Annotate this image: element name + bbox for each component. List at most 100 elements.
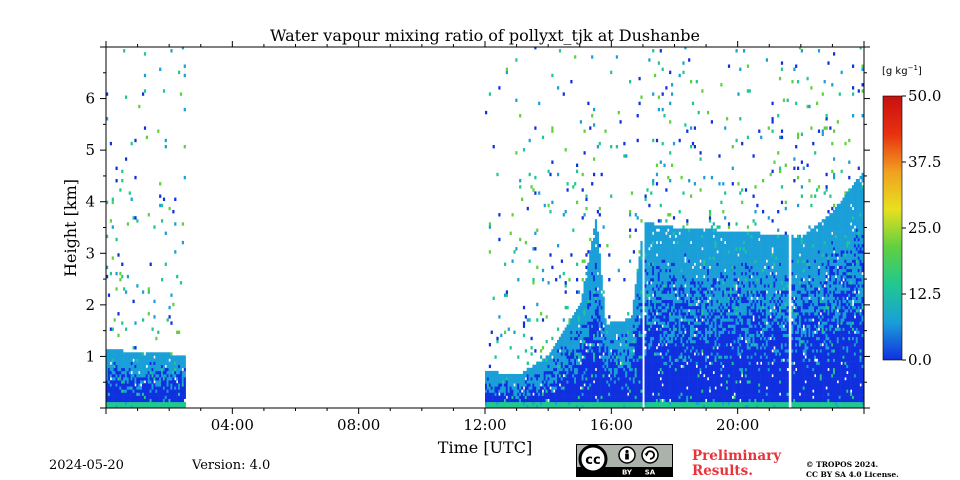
heatmap-cell: [688, 259, 691, 263]
heatmap-cell: [596, 330, 599, 334]
heatmap-cell: [598, 213, 601, 217]
heatmap-cell: [686, 129, 689, 133]
heatmap-cell: [695, 315, 698, 319]
heatmap-cell: [678, 293, 681, 297]
heatmap-cell: [657, 336, 660, 341]
heatmap-cell: [570, 377, 573, 381]
heatmap-cell: [697, 262, 700, 266]
heatmap-cell: [644, 234, 647, 239]
heatmap-cell: [652, 299, 655, 304]
heatmap-cell: [161, 380, 164, 384]
heatmap-cell: [107, 364, 111, 369]
heatmap-cell: [162, 383, 166, 387]
heatmap-cell: [541, 135, 545, 140]
heatmap-cell: [109, 398, 112, 403]
heatmap-cell: [587, 309, 590, 313]
heatmap-cell: [678, 361, 681, 365]
heatmap-cell: [598, 383, 601, 387]
heatmap-cell: [684, 305, 687, 310]
heatmap-cell: [669, 315, 672, 319]
heatmap-cell: [593, 244, 596, 248]
heatmap-cell: [657, 315, 660, 319]
heatmap-cell: [128, 355, 131, 359]
heatmap-cell: [534, 370, 537, 375]
heatmap-cell: [119, 349, 122, 353]
heatmap-cell: [650, 395, 653, 399]
heatmap-cell: [596, 352, 599, 356]
heatmap-cell: [691, 318, 695, 322]
heatmap-cell: [587, 302, 590, 307]
heatmap-cell: [558, 401, 562, 406]
heatmap-cell: [604, 324, 607, 328]
heatmap-cell: [625, 154, 628, 158]
heatmap-cell: [115, 358, 118, 362]
heatmap-cell: [650, 247, 653, 251]
heatmap-cell: [638, 256, 641, 260]
heatmap-cell: [627, 401, 630, 406]
heatmap-cell: [596, 383, 599, 387]
heatmap-cell: [676, 352, 679, 356]
heatmap-cell: [676, 386, 679, 390]
heatmap-cell: [568, 364, 571, 369]
heatmap-cell: [164, 386, 167, 390]
heatmap-cell: [671, 370, 674, 375]
heatmap-cell: [576, 349, 579, 353]
heatmap-cell: [632, 392, 635, 396]
heatmap-cell: [178, 380, 181, 384]
heatmap-cell: [665, 240, 668, 245]
heatmap-cell: [693, 228, 696, 232]
heatmap-cell: [693, 145, 696, 149]
heatmap-cell: [574, 367, 577, 372]
heatmap-cell: [667, 281, 670, 285]
heatmap-cell: [644, 324, 647, 328]
heatmap-cell: [606, 330, 609, 334]
heatmap-cell: [166, 364, 169, 369]
heatmap-cell: [551, 383, 554, 387]
heatmap-cell: [126, 380, 129, 384]
heatmap-cell: [176, 367, 179, 372]
heatmap-cell: [606, 339, 609, 344]
heatmap-cell: [596, 355, 599, 359]
heatmap-cell: [532, 398, 535, 403]
heatmap-cell: [667, 293, 670, 297]
heatmap-cell: [682, 370, 685, 375]
heatmap-cell: [178, 398, 181, 403]
heatmap-cell: [598, 333, 601, 338]
heatmap-cell: [644, 265, 647, 270]
heatmap-cell: [667, 268, 670, 273]
heatmap-cell: [640, 265, 643, 270]
heatmap-cell: [490, 404, 493, 408]
heatmap-cell: [703, 343, 706, 347]
heatmap-cell: [155, 361, 158, 365]
heatmap-cell: [695, 367, 698, 372]
heatmap-cell: [686, 392, 689, 396]
heatmap-cell: [644, 262, 647, 266]
heatmap-cell: [486, 389, 490, 393]
heatmap-cell: [636, 216, 639, 220]
heatmap-cell: [591, 293, 594, 297]
heatmap-cell: [665, 383, 668, 387]
heatmap-cell: [505, 398, 508, 403]
heatmap-cell: [661, 389, 664, 393]
heatmap-cell: [119, 370, 122, 375]
heatmap-cell: [676, 299, 679, 304]
heatmap-cell: [701, 305, 704, 310]
heatmap-cell: [576, 383, 579, 387]
heatmap-cell: [669, 179, 672, 183]
heatmap-cell: [183, 380, 186, 384]
heatmap-cell: [650, 296, 653, 300]
heatmap-cell: [570, 367, 573, 372]
heatmap-cell: [648, 380, 651, 384]
heatmap-cell: [138, 395, 141, 399]
heatmap-cell: [593, 299, 596, 304]
heatmap-cell: [640, 343, 643, 347]
heatmap-cell: [638, 327, 641, 331]
heatmap-cell: [560, 404, 563, 408]
heatmap-cell: [486, 374, 490, 378]
heatmap-cell: [630, 358, 634, 362]
heatmap-cell: [521, 383, 524, 387]
heatmap-cell: [638, 271, 641, 276]
heatmap-cell: [676, 349, 679, 353]
heatmap-cell: [671, 302, 674, 307]
heatmap-cell: [591, 305, 594, 310]
